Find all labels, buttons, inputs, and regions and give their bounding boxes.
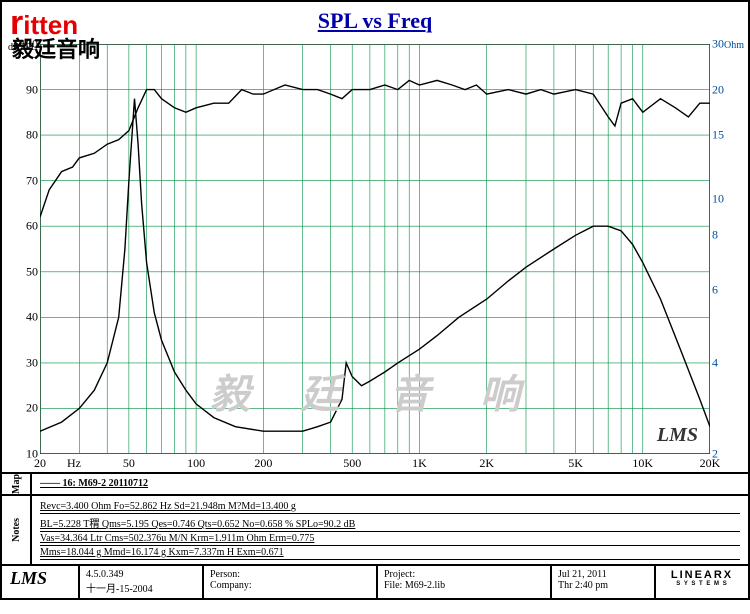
project-label: Project: [384,569,544,580]
map-label: Map [11,474,22,494]
x-tick: 10K [632,456,653,614]
brand-sub: 毅廷音响 [12,32,100,64]
chart-title: SPL vs Freq [2,8,748,34]
y1-tick: 70 [20,173,38,188]
x-tick: 200 [254,456,272,614]
y2-tick: 20 [712,82,734,97]
y2-tick: 8 [712,228,734,243]
plot-tag: LMS [657,424,698,447]
x-tick: 100 [187,456,205,614]
x-tick: 5K [568,456,583,614]
y2-tick: 10 [712,191,734,206]
x-tick: 20K [700,456,721,614]
watermark: 毅 廷 音 响 [2,362,748,420]
y2-tick: 6 [712,283,734,298]
app-date: 十一月-15-2004 [86,580,196,595]
x-tick: 2K [479,456,494,614]
notes-label: Notes [11,518,22,542]
y1-tick: 50 [20,264,38,279]
y2-tick: 30 [712,37,734,52]
y1-tick: 60 [20,219,38,234]
y1-tick: 90 [20,82,38,97]
x-tick: 20 [34,456,46,614]
file-label: File: M69-2.lib [384,580,544,591]
x-tick: 50 [123,456,135,614]
x-tick: 500 [343,456,361,614]
y2-tick: 15 [712,128,734,143]
x-tick: 1K [412,456,427,614]
x-tick: Hz [67,456,81,614]
app-version: 4.5.0.349 [86,569,196,580]
y1-tick: 80 [20,128,38,143]
y1-tick: 40 [20,310,38,325]
